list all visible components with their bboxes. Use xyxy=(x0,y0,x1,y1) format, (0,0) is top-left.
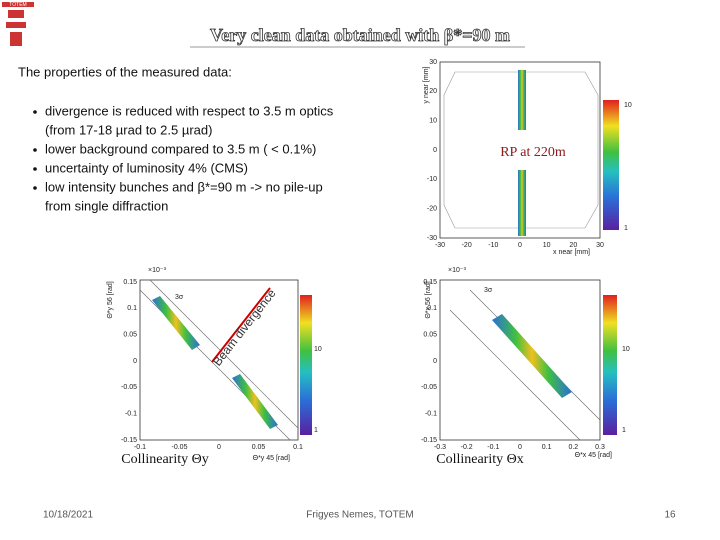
y-tick-label: -30 xyxy=(427,235,437,242)
x-tick-label: 20 xyxy=(569,242,577,249)
y-tick-label: 0.1 xyxy=(127,305,137,312)
x-tick-label: -0.1 xyxy=(134,444,146,451)
x-tick-label: -30 xyxy=(435,242,445,249)
colorbar-label: 10 xyxy=(622,346,630,353)
x-tick-label: 10 xyxy=(543,242,551,249)
bullet-text: divergence is reduced with respect to 3.… xyxy=(45,103,334,118)
x-label: x near [mm] xyxy=(553,249,590,256)
x-tick-label: 0.3 xyxy=(595,444,605,451)
y-tick-label: 0.1 xyxy=(427,305,437,312)
colorbar-label: 1 xyxy=(314,427,318,434)
y-tick-label: -20 xyxy=(427,206,437,213)
sigma: 3σ xyxy=(484,287,493,294)
y-tick-label: 20 xyxy=(429,88,437,95)
y-tick-label: 0.05 xyxy=(123,332,137,339)
x-tick-label: 0.1 xyxy=(542,444,552,451)
x-tick-label: -0.05 xyxy=(172,444,188,451)
colorbar-label: 10 xyxy=(314,346,322,353)
x-tick-label: 0.05 xyxy=(252,444,266,451)
x-tick-label: -20 xyxy=(462,242,472,249)
y-tick-label: 0.15 xyxy=(423,279,437,286)
footer-date: 10/18/2021 xyxy=(43,510,93,521)
colorbar-label: 1 xyxy=(622,427,626,434)
y-tick-label: -10 xyxy=(427,176,437,183)
bullet-text: low intensity bunches and β*=90 m -> no … xyxy=(45,179,323,194)
sigma: 3σ xyxy=(175,294,184,301)
x-tick-label: 0.2 xyxy=(568,444,578,451)
y-tick-label: 0.05 xyxy=(423,332,437,339)
x-tick-label: 0.1 xyxy=(293,444,303,451)
colorbar-label: 10 xyxy=(624,102,632,109)
bullet-dot xyxy=(33,186,37,190)
logo: TOTEM xyxy=(2,2,34,46)
heading: The properties of the measured data: xyxy=(18,64,232,79)
plot-collinearity-x xyxy=(439,279,617,441)
caption: Collinearity Θy xyxy=(121,452,209,467)
y-tick-label: 0 xyxy=(433,358,437,365)
caption: Collinearity Θx xyxy=(436,452,524,467)
y-tick-label: -0.15 xyxy=(121,437,137,444)
x-tick-label: 0 xyxy=(217,444,221,451)
y-label: Θ*x 56 [rad] xyxy=(425,281,432,318)
bullet-dot xyxy=(33,148,37,152)
x-tick-label: 0 xyxy=(518,444,522,451)
bullet-text: lower background compared to 3.5 m ( < 0… xyxy=(45,141,316,156)
logo-text: TOTEM xyxy=(9,2,26,8)
y-label: y near [mm] xyxy=(423,66,430,103)
bullet-text: (from 17-18 µrad to 2.5 µrad) xyxy=(45,122,212,137)
plot-collinearity-y xyxy=(139,279,312,441)
y-tick-label: 0 xyxy=(133,358,137,365)
bullet-dot xyxy=(33,110,37,114)
x-label: Θ*x 45 [rad] xyxy=(575,452,612,459)
scale: ×10⁻³ xyxy=(448,267,467,274)
y-tick-label: -0.1 xyxy=(425,411,437,418)
y-tick-label: -0.15 xyxy=(421,437,437,444)
y-tick-label: -0.1 xyxy=(125,411,137,418)
x-tick-label: -10 xyxy=(488,242,498,249)
colorbar-label: 1 xyxy=(624,225,628,232)
y-tick-label: -0.05 xyxy=(121,384,137,391)
x-tick-label: 30 xyxy=(596,242,604,249)
x-tick-label: -0.1 xyxy=(487,444,499,451)
x-tick-label: -0.3 xyxy=(434,444,446,451)
bullets: divergence is reduced with respect to 3.… xyxy=(33,103,334,213)
y-tick-label: 0 xyxy=(433,147,437,154)
y-tick-label: -0.05 xyxy=(421,384,437,391)
y-tick-label: 10 xyxy=(429,118,437,125)
plot-rp xyxy=(439,61,619,239)
y-tick-label: 0.15 xyxy=(123,279,137,286)
y-label: Θ*y 56 [rad] xyxy=(107,281,114,318)
x-label: Θ*y 45 [rad] xyxy=(253,455,290,462)
annotation: RP at 220m xyxy=(500,145,566,160)
bullet-text: from single diffraction xyxy=(45,198,168,213)
scale: ×10⁻³ xyxy=(148,267,167,274)
y-tick-label: 30 xyxy=(429,59,437,66)
bullet-text: uncertainty of luminosity 4% (CMS) xyxy=(45,160,248,175)
x-tick-label: 0 xyxy=(518,242,522,249)
x-tick-label: -0.2 xyxy=(461,444,473,451)
footer-author: Frigyes Nemes, TOTEM xyxy=(306,510,413,521)
slide-title: Very clean data obtained with β*=90 m xyxy=(210,25,510,45)
footer-page: 16 xyxy=(664,510,676,521)
bullet-dot xyxy=(33,167,37,171)
